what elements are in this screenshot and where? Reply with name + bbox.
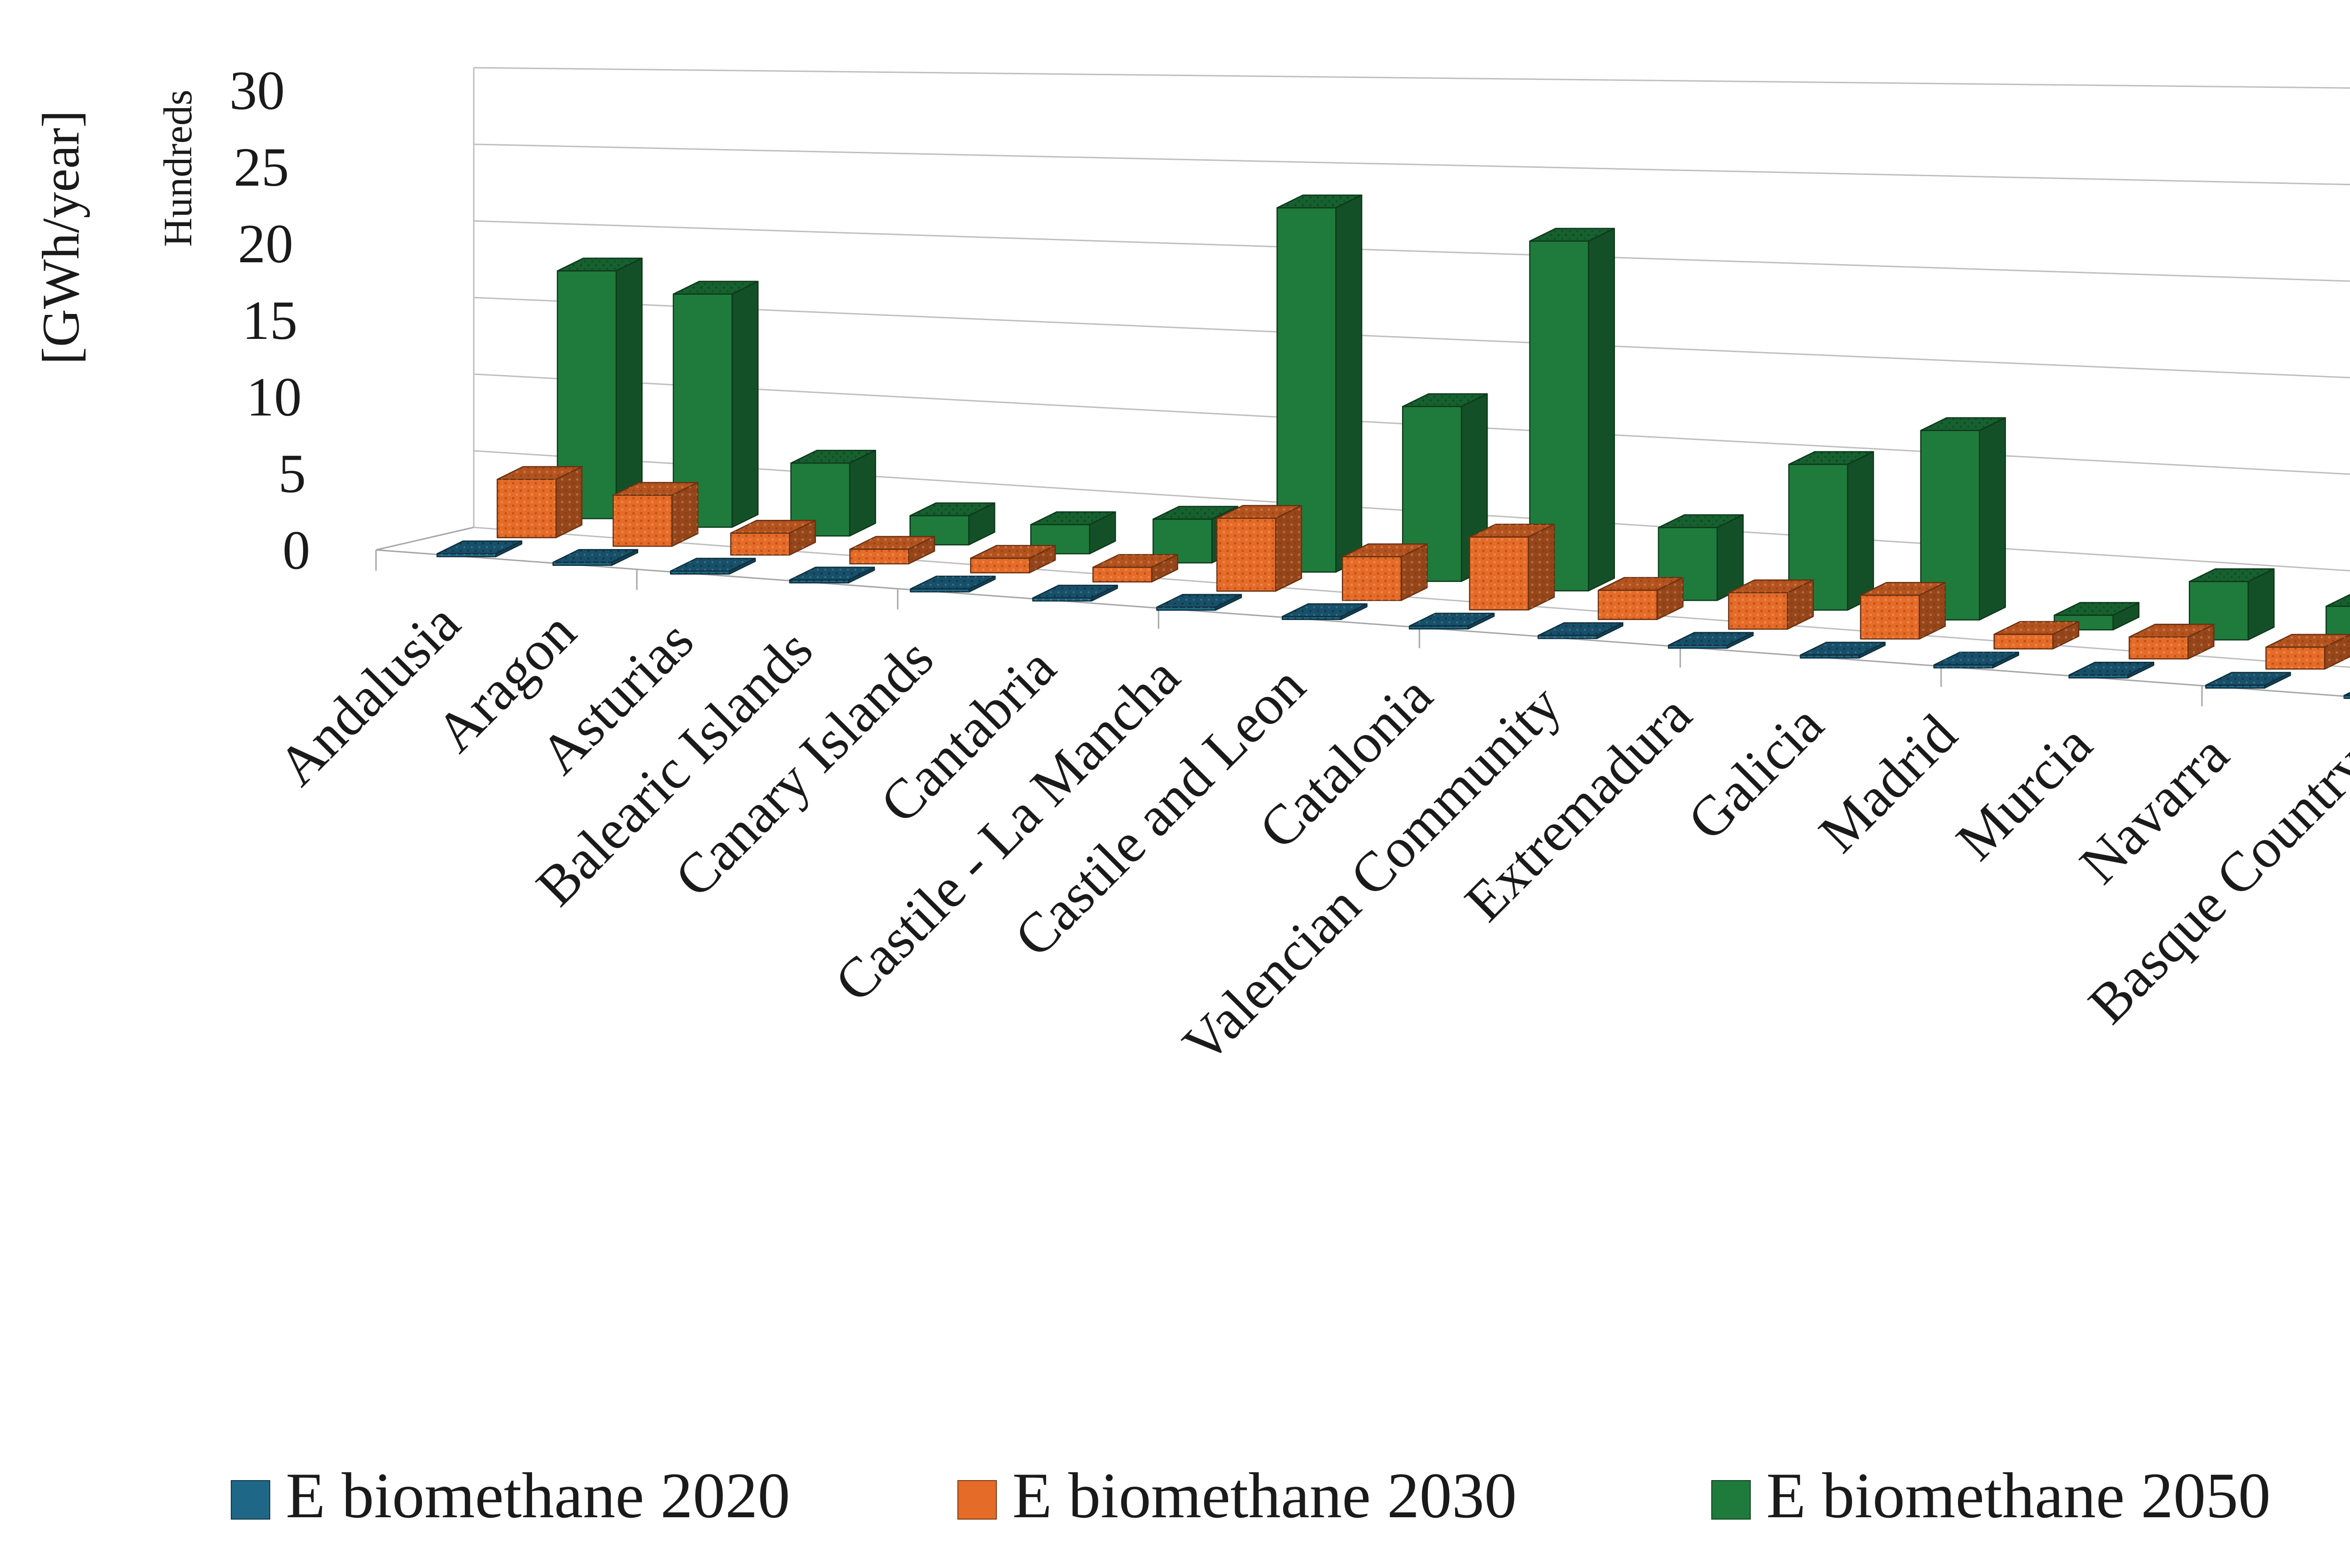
bar-2030-10	[1728, 579, 1814, 630]
legend-swatch-2020	[231, 1480, 270, 1520]
legend-label-2050: E biomethane 2050	[1766, 1459, 2271, 1531]
bar-2030-2	[730, 519, 816, 556]
bar-2030-0	[496, 466, 583, 539]
bar-2020-8	[1409, 612, 1495, 630]
legend-label-2020: E biomethane 2020	[286, 1459, 790, 1531]
y-axis-title: [GWh/year]	[32, 110, 90, 364]
bar-2030-4	[970, 545, 1056, 573]
y-tick-20: 20	[238, 213, 293, 274]
bar-2030-13	[2129, 624, 2215, 660]
y-tick-30: 30	[229, 60, 285, 121]
bar-2020-6	[1156, 594, 1242, 611]
bar-2030-11	[1860, 582, 1946, 640]
bar-2020-2	[670, 557, 756, 575]
y-tick-10: 10	[246, 366, 302, 428]
category-label-11: Galicia	[1676, 693, 1835, 852]
y-axis-units-label: Hundreds	[155, 90, 200, 247]
category-label-0: Andalusia	[266, 591, 471, 797]
bar-2050-10	[1788, 451, 1874, 611]
legend: E biomethane 2020 E biomethane 2030 E bi…	[231, 1459, 2271, 1531]
bar-2020-13	[2068, 661, 2154, 679]
bar-2020-9	[1537, 622, 1623, 639]
bar-2020-12	[1933, 651, 2020, 669]
bar-2030-6	[1216, 505, 1302, 592]
y-tick-0: 0	[282, 519, 310, 581]
y-tick-25: 25	[234, 136, 289, 198]
legend-item: E biomethane 2020	[231, 1459, 790, 1531]
legend-swatch-2030	[957, 1480, 997, 1520]
y-tick-15: 15	[242, 290, 298, 351]
bar-2030-5	[1092, 554, 1178, 583]
legend-item: E biomethane 2030	[957, 1459, 1517, 1531]
bars-layer	[436, 194, 2350, 699]
bar-2050-3	[909, 502, 995, 546]
legend-label-2030: E biomethane 2030	[1012, 1459, 1517, 1531]
bar-2020-4	[909, 575, 996, 593]
y-axis-tick-labels: 0 5 10 15 20 25 30	[229, 60, 310, 581]
bar-2020-5	[1032, 585, 1118, 602]
bar-2030-8	[1469, 524, 1555, 611]
y-tick-5: 5	[278, 443, 306, 504]
bar-2020-15	[2343, 692, 2350, 699]
bar-2020-0	[436, 540, 523, 557]
legend-item: E biomethane 2050	[1711, 1459, 2271, 1531]
bar-2020-14	[2205, 672, 2291, 689]
bar-2030-12	[1993, 621, 2080, 650]
bar-2030-1	[612, 482, 698, 547]
bar-2020-7	[1282, 603, 1368, 620]
bar-2030-14	[2265, 634, 2350, 670]
legend-swatch-2050	[1711, 1480, 1751, 1520]
bar-2030-3	[849, 536, 935, 564]
bar-2050-13	[2189, 568, 2275, 641]
bar-2050-9	[1658, 514, 1744, 601]
bar-2020-11	[1800, 642, 1886, 659]
category-label-12: Madrid	[1807, 703, 1968, 864]
bar-2020-1	[552, 549, 638, 566]
bar-2020-3	[789, 566, 875, 584]
bar-2030-7	[1342, 543, 1428, 601]
bar-2030-9	[1598, 577, 1684, 620]
bar-2020-10	[1668, 632, 1754, 649]
